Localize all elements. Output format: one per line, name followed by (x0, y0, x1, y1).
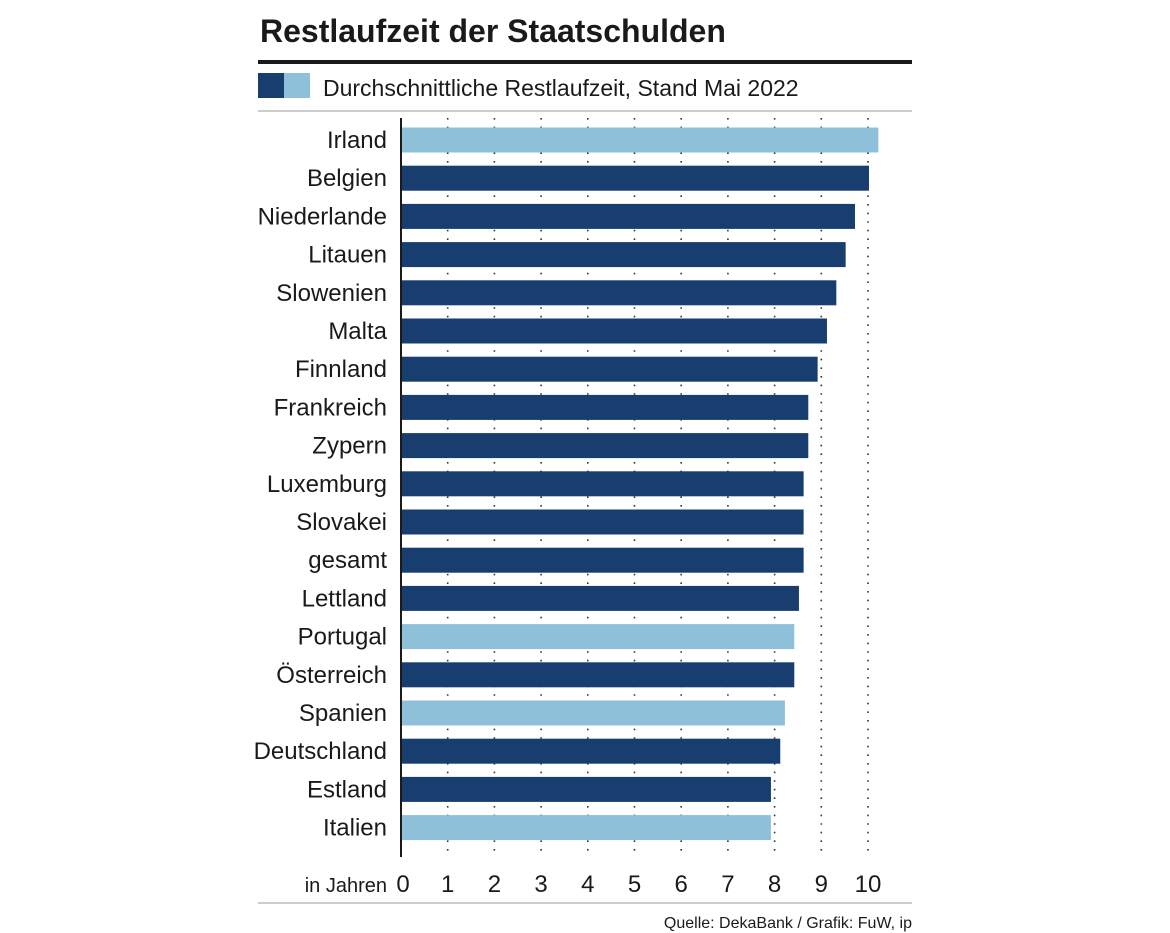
category-label: Spanien (299, 700, 387, 727)
bar (402, 738, 781, 764)
category-label: Luxemburg (267, 471, 387, 498)
x-axis-tick-labels: 0 1 2 3 4 5 6 7 8 9 10 (396, 871, 881, 898)
category-label: Belgien (307, 165, 387, 192)
chart-title: Restlaufzeit der Staatschulden (260, 13, 726, 49)
category-label: Zypern (312, 433, 387, 460)
category-label: Malta (328, 318, 387, 345)
bar (402, 547, 804, 573)
bar (402, 394, 809, 420)
category-label: Lettland (302, 585, 387, 612)
x-tick-label: 8 (768, 871, 781, 898)
x-tick-label: 1 (441, 871, 454, 898)
x-axis-label: in Jahren (305, 875, 387, 897)
x-tick-label: 3 (534, 871, 547, 898)
category-label: Litauen (308, 242, 387, 269)
category-label: Italien (323, 815, 387, 842)
category-label: Estland (307, 776, 387, 803)
bar (402, 471, 804, 497)
bar (402, 242, 846, 268)
chart-subtitle: Durchschnittliche Restlaufzeit, Stand Ma… (323, 75, 799, 101)
category-label: Slovakei (296, 509, 387, 536)
bars (402, 127, 879, 841)
bar (402, 433, 809, 459)
legend-swatch-dark (258, 73, 284, 98)
bar (402, 700, 785, 726)
category-labels: Irland Belgien Niederlande Litauen Slowenien… (254, 127, 388, 842)
category-label: gesamt (308, 547, 387, 574)
x-tick-label: 0 (396, 871, 409, 898)
x-tick-label: 6 (675, 871, 688, 898)
source-note: Quelle: DekaBank / Grafik: FuW, ip (664, 915, 912, 932)
x-tick-label: 2 (488, 871, 501, 898)
bar (402, 624, 795, 650)
bar (402, 776, 771, 802)
x-tick-label: 4 (581, 871, 594, 898)
category-label: Portugal (298, 624, 387, 651)
bar (402, 585, 799, 611)
bar (402, 356, 818, 382)
bar (402, 127, 879, 153)
bar (402, 165, 869, 191)
bar (402, 318, 827, 344)
bar (402, 662, 795, 688)
category-label: Slowenien (276, 280, 387, 307)
category-label: Irland (327, 127, 387, 154)
category-label: Frankreich (274, 394, 387, 421)
bar (402, 280, 837, 306)
bar (402, 203, 855, 229)
bar (402, 509, 804, 535)
category-label: Österreich (276, 662, 387, 689)
x-tick-label: 10 (855, 871, 882, 898)
legend-swatch-light (284, 73, 310, 98)
x-tick-label: 9 (815, 871, 828, 898)
category-label: Niederlande (258, 203, 387, 230)
x-tick-label: 7 (721, 871, 734, 898)
category-label: Deutschland (254, 738, 387, 765)
bar (402, 815, 771, 841)
x-tick-label: 5 (628, 871, 641, 898)
category-label: Finnland (295, 356, 387, 383)
